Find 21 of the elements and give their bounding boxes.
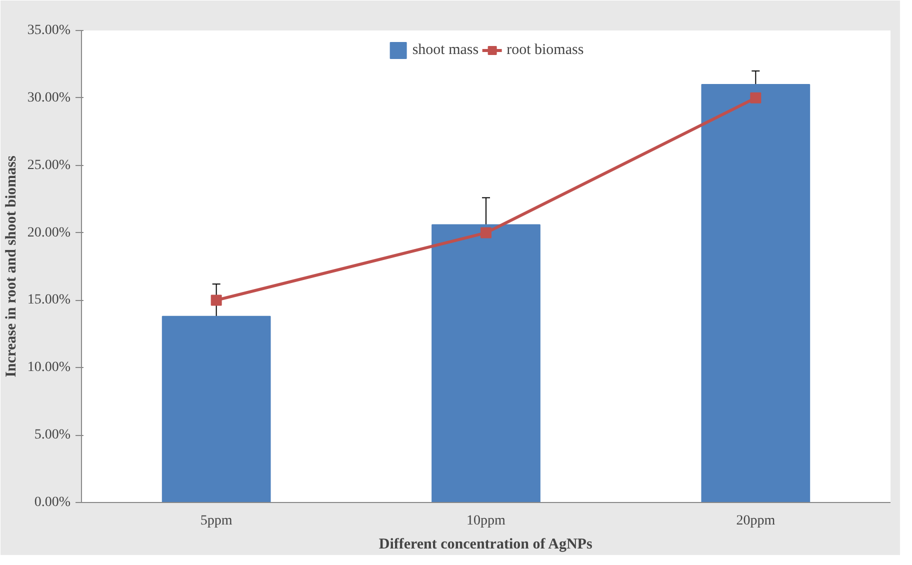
bar — [432, 224, 540, 502]
x-tick-label: 5ppm — [200, 514, 232, 528]
point — [210, 294, 222, 306]
bar — [162, 316, 271, 502]
x-axis-title: Different concentration of AgNPs — [378, 536, 592, 552]
bar — [701, 84, 810, 502]
y-tick-label: 35.00% — [27, 23, 71, 38]
y-axis-title: Increase in root and shoot biomass — [3, 156, 20, 378]
x-tick-label: 20ppm — [736, 514, 776, 528]
point — [750, 92, 762, 104]
legend-label: root biomass — [506, 42, 584, 58]
legend-label: shoot mass — [412, 42, 479, 58]
y-tick-label: 10.00% — [27, 360, 71, 376]
y-tick-label: 0.00% — [34, 495, 71, 510]
y-tick-label: 20.00% — [27, 225, 71, 240]
y-tick-label: 30.00% — [27, 90, 71, 106]
point — [480, 227, 492, 238]
x-tick-label: 10ppm — [466, 514, 506, 528]
y-tick-label: 15.00% — [27, 292, 71, 308]
y-tick-label: 5.00% — [34, 428, 71, 443]
y-tick-label: 25.00% — [27, 158, 71, 173]
